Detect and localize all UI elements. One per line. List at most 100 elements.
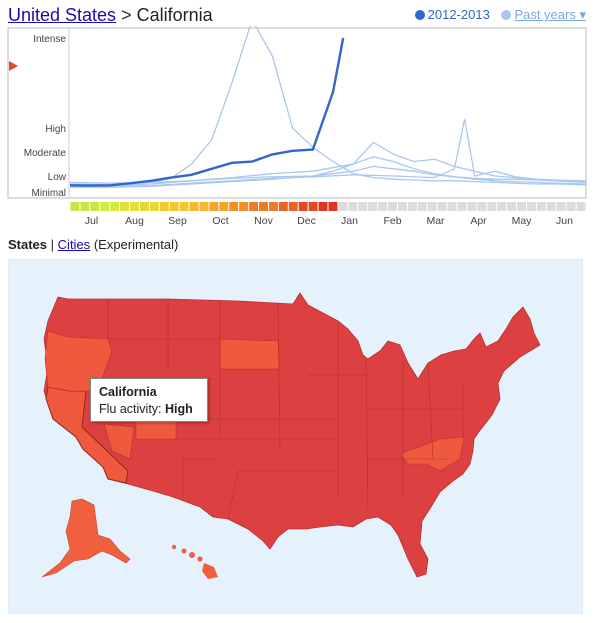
past-years-toggle[interactable]: Past years ▾ bbox=[501, 7, 586, 22]
intensity-cell bbox=[328, 202, 338, 211]
tooltip-activity-line: Flu activity: High bbox=[99, 401, 207, 418]
intensity-cell bbox=[447, 202, 457, 211]
tab-cities[interactable]: Cities bbox=[57, 237, 91, 252]
intensity-cell bbox=[80, 202, 90, 211]
intensity-cell bbox=[169, 202, 179, 211]
intensity-cell bbox=[526, 202, 536, 211]
tab-states[interactable]: States bbox=[8, 237, 48, 252]
intensity-cell bbox=[159, 202, 169, 211]
current-season-line bbox=[69, 37, 345, 187]
month-label-apr: Apr bbox=[470, 215, 487, 227]
intensity-cell bbox=[566, 202, 576, 211]
flu-activity-chart: Intense High Moderate Low Minimal Jul Aug Sep O… bbox=[7, 26, 587, 227]
month-label-jun: Jun bbox=[556, 215, 573, 227]
month-label-dec: Dec bbox=[297, 215, 316, 227]
intensity-cell bbox=[536, 202, 546, 211]
legend-current-season: 2012-2013 bbox=[414, 7, 494, 22]
intensity-cell bbox=[278, 202, 288, 211]
intensity-cell bbox=[427, 202, 437, 211]
chart-legend: 2012-2013 Past years ▾ bbox=[414, 6, 586, 24]
past-season-line-past-4 bbox=[70, 156, 587, 188]
intensity-cell bbox=[437, 202, 447, 211]
month-label-feb: Feb bbox=[383, 215, 401, 227]
intensity-cell bbox=[457, 202, 467, 211]
tab-experimental-note: (Experimental) bbox=[93, 237, 179, 252]
tooltip-activity-label: Flu activity: bbox=[99, 402, 162, 416]
month-label-oct: Oct bbox=[212, 215, 228, 227]
month-label-jul: Jul bbox=[85, 215, 98, 227]
month-labels: Jul Aug Sep Oct Nov Dec Jan Feb Mar Apr May Jun bbox=[85, 215, 573, 227]
intensity-cell bbox=[487, 202, 497, 211]
intensity-cell bbox=[189, 202, 199, 211]
intensity-cell bbox=[388, 202, 397, 211]
y-label-low: Low bbox=[48, 172, 67, 183]
intensity-cell bbox=[259, 202, 268, 211]
intensity-cell bbox=[139, 202, 149, 211]
current-season-dot-icon bbox=[414, 10, 425, 20]
map-state-south-dakota[interactable] bbox=[219, 338, 281, 370]
intensity-cell bbox=[288, 202, 298, 211]
tooltip-state-name: California bbox=[99, 385, 157, 399]
intensity-cell bbox=[70, 202, 80, 211]
past-seasons-lines bbox=[69, 26, 587, 188]
intensity-cell bbox=[219, 202, 229, 211]
intensity-cell bbox=[397, 202, 407, 211]
y-label-moderate: Moderate bbox=[24, 148, 67, 159]
intensity-strip bbox=[70, 202, 586, 211]
intensity-cell bbox=[368, 202, 378, 211]
past-years-label: Past years ▾ bbox=[514, 7, 586, 22]
intensity-cell bbox=[576, 202, 586, 211]
intensity-cell bbox=[308, 202, 318, 211]
map-state-alaska[interactable] bbox=[41, 498, 131, 578]
current-season-polyline bbox=[69, 37, 345, 187]
intensity-cell bbox=[229, 202, 239, 211]
y-label-intense: Intense bbox=[33, 34, 66, 45]
map-state-north-carolina[interactable] bbox=[399, 436, 465, 472]
intensity-cell bbox=[378, 202, 388, 211]
map-state-utah-south[interactable] bbox=[135, 418, 177, 440]
month-label-aug: Aug bbox=[125, 215, 144, 227]
intensity-cell bbox=[199, 202, 209, 211]
intensity-cell bbox=[179, 202, 189, 211]
legend-current-label: 2012-2013 bbox=[427, 7, 490, 22]
map-state-nevada-south[interactable] bbox=[103, 423, 135, 460]
map-state-hawaii[interactable] bbox=[171, 544, 218, 579]
intensity-cell bbox=[348, 202, 358, 211]
intensity-cell bbox=[100, 202, 110, 211]
breadcrumb-separator: > bbox=[121, 5, 132, 25]
intensity-cell bbox=[318, 202, 328, 211]
intensity-cell bbox=[120, 202, 130, 211]
intensity-cell bbox=[298, 202, 308, 211]
intensity-cell bbox=[358, 202, 368, 211]
breadcrumb-country-link[interactable]: United States bbox=[8, 5, 117, 25]
intensity-cell bbox=[110, 202, 120, 211]
breadcrumb-region: California bbox=[136, 5, 213, 25]
month-label-may: May bbox=[512, 215, 533, 227]
intensity-cell bbox=[467, 202, 477, 211]
us-flu-map bbox=[8, 259, 583, 614]
intensity-cell bbox=[249, 202, 259, 211]
month-label-jan: Jan bbox=[341, 215, 358, 227]
current-week-marker-icon bbox=[9, 61, 18, 71]
intensity-cell bbox=[546, 202, 556, 211]
tooltip-activity-value: High bbox=[165, 402, 193, 416]
intensity-cell bbox=[338, 202, 348, 211]
month-label-nov: Nov bbox=[254, 215, 273, 227]
breadcrumb: United States > California bbox=[8, 2, 213, 28]
tab-divider: | bbox=[50, 237, 55, 252]
state-tooltip: California Flu activity: High bbox=[90, 378, 208, 422]
y-axis-labels: Intense High Moderate Low Minimal bbox=[24, 34, 67, 199]
intensity-cell bbox=[130, 202, 139, 211]
intensity-cell bbox=[507, 202, 517, 211]
month-label-sep: Sep bbox=[168, 215, 187, 227]
intensity-cell bbox=[477, 202, 487, 211]
intensity-cell bbox=[497, 202, 507, 211]
past-season-line-past-5 bbox=[70, 118, 587, 188]
intensity-cell bbox=[417, 202, 427, 211]
chart-plot-frame bbox=[7, 27, 587, 199]
intensity-cell bbox=[268, 202, 278, 211]
intensity-cell bbox=[517, 202, 526, 211]
past-season-line-past-3 bbox=[69, 165, 587, 184]
intensity-cell bbox=[149, 202, 159, 211]
y-label-minimal: Minimal bbox=[32, 188, 66, 199]
